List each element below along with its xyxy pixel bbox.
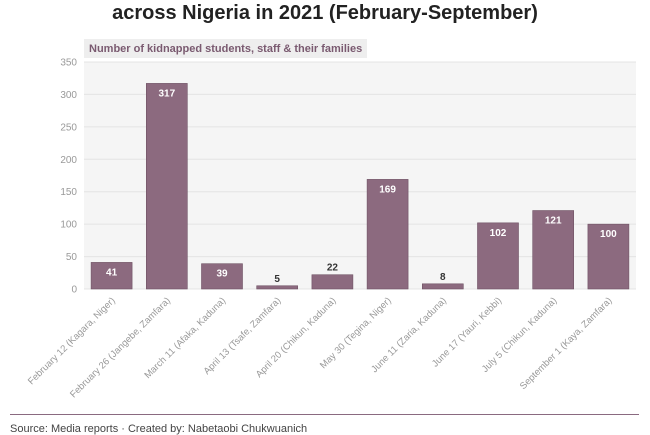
bar	[477, 222, 519, 290]
data-label: 169	[379, 184, 396, 195]
bar-chart: 0 50 100 150 200 250 300 350 41 February 12 (Kaga…	[26, 58, 636, 400]
data-label: 100	[600, 229, 617, 240]
data-label: 22	[327, 263, 339, 274]
bar	[311, 274, 354, 290]
y-tick-label: 100	[60, 220, 77, 231]
chart-title: across Nigeria in 2021 (February-Septemb…	[112, 2, 538, 24]
y-tick-label: 200	[60, 155, 77, 166]
bar	[587, 223, 630, 290]
bar	[90, 262, 133, 290]
data-label: 102	[490, 228, 507, 239]
data-label: 41	[106, 267, 118, 278]
footer-divider	[10, 414, 639, 415]
data-label: 121	[545, 216, 562, 227]
bar	[421, 283, 464, 290]
bar	[532, 210, 575, 290]
bar	[146, 83, 188, 290]
y-tick-label: 250	[60, 122, 77, 133]
y-tick-label: 0	[71, 285, 77, 296]
data-label: 317	[158, 88, 175, 99]
chart-subtitle: Number of kidnapped students, staff & th…	[89, 42, 363, 55]
y-tick-label: 50	[66, 252, 78, 263]
bar	[256, 285, 299, 290]
x-tick-label: September 1 (Kaya, Zamfara)	[518, 295, 615, 392]
data-label: 5	[274, 274, 280, 285]
data-label: 39	[216, 269, 228, 280]
y-tick-label: 350	[60, 58, 77, 69]
subtitle-box: Number of kidnapped students, staff & th…	[84, 39, 368, 58]
data-label: 8	[440, 272, 446, 283]
x-tick-label: February 12 (Kagara, Niger)	[26, 295, 118, 387]
bar	[201, 263, 243, 290]
x-tick-label: February 26 (Jangebe, Zamfara)	[68, 295, 173, 400]
source-note: Source: Media reports · Created by: Nabe…	[10, 423, 308, 435]
y-tick-label: 300	[60, 90, 77, 101]
bar	[366, 179, 409, 290]
y-tick-label: 150	[60, 187, 77, 198]
